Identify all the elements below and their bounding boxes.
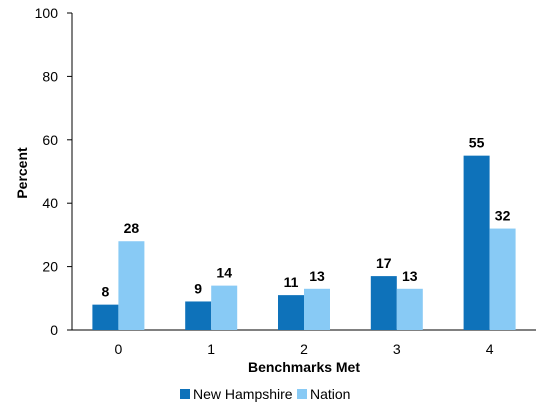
- bar: [185, 301, 212, 330]
- legend: New Hampshire Nation: [180, 386, 350, 402]
- bar: [396, 288, 423, 330]
- bar: [278, 295, 304, 330]
- bar: [489, 228, 516, 330]
- bar: [92, 304, 119, 330]
- data-label: 17: [376, 255, 392, 271]
- data-label: 32: [495, 208, 511, 224]
- legend-swatch: [297, 389, 307, 399]
- y-tick-label: 80: [42, 68, 58, 84]
- bar: [463, 155, 490, 330]
- data-labels: 8 28 9 14 11 13 17 13 55 32: [102, 135, 511, 300]
- legend-label: New Hampshire: [193, 386, 293, 402]
- bars: [92, 155, 516, 330]
- legend-label: Nation: [310, 386, 350, 402]
- data-label: 13: [402, 268, 418, 284]
- x-axis-title: Benchmarks Met: [248, 359, 360, 375]
- data-label: 8: [102, 284, 110, 300]
- bar: [211, 285, 238, 330]
- data-label: 28: [124, 220, 140, 236]
- data-label: 55: [469, 135, 485, 151]
- bar: [370, 276, 397, 330]
- data-label: 9: [194, 280, 202, 296]
- y-tick-label: 60: [42, 132, 58, 148]
- x-tick-label: 3: [393, 341, 401, 357]
- y-tick-label: 20: [42, 259, 58, 275]
- data-label: 13: [309, 268, 325, 284]
- bar: [118, 241, 145, 330]
- data-label: 14: [216, 265, 232, 281]
- legend-swatch: [180, 389, 190, 399]
- data-label: 11: [284, 274, 299, 290]
- x-tick-label: 2: [300, 341, 308, 357]
- y-axis-title: Percent: [14, 147, 30, 199]
- x-tick-label: 4: [486, 341, 494, 357]
- y-tick-label: 0: [50, 322, 58, 338]
- y-tick-label: 100: [35, 5, 59, 21]
- x-tick-label: 1: [207, 341, 215, 357]
- y-tick-label: 40: [42, 195, 58, 211]
- bar: [304, 288, 330, 330]
- x-tick-label: 0: [115, 341, 123, 357]
